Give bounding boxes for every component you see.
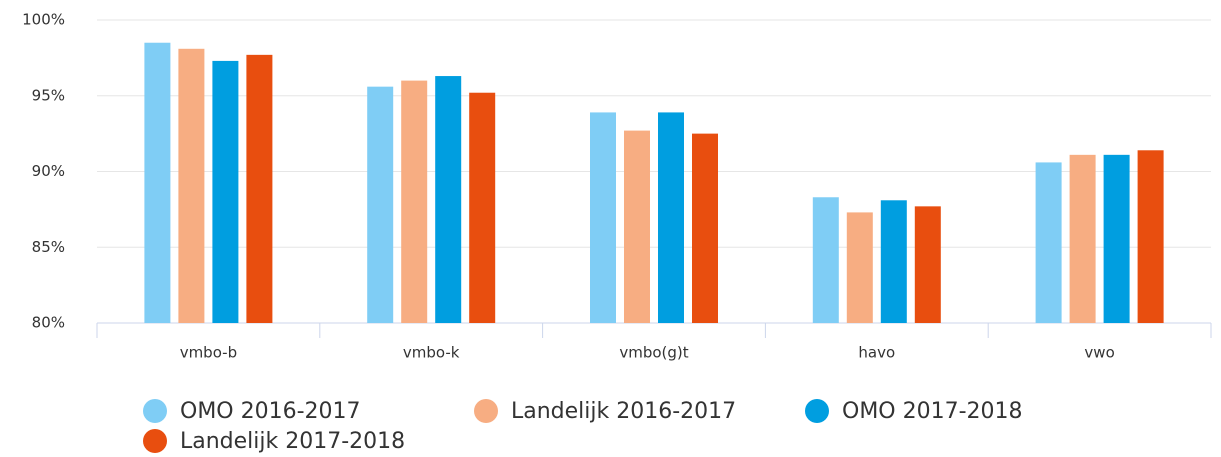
legend-label: OMO 2017-2018 <box>842 399 1023 424</box>
legend-label: Landelijk 2017-2018 <box>180 429 405 454</box>
bar <box>590 112 616 323</box>
legend-label: OMO 2016-2017 <box>180 399 361 424</box>
x-tick-label: vwo <box>1084 344 1114 362</box>
y-tick-label: 80% <box>32 314 65 332</box>
bar <box>469 92 496 323</box>
x-tick-label: vmbo(g)t <box>619 344 688 362</box>
bar <box>846 212 873 323</box>
bar <box>1103 154 1130 323</box>
y-tick-label: 85% <box>32 238 65 256</box>
y-tick-label: 90% <box>32 162 65 180</box>
legend-marker <box>474 399 498 423</box>
bar <box>692 133 718 323</box>
bar <box>624 130 650 323</box>
bar <box>658 112 684 323</box>
x-tick-label: vmbo-b <box>180 344 237 362</box>
bar <box>812 197 839 323</box>
bar <box>1035 162 1062 323</box>
bar <box>401 80 428 323</box>
bar <box>1137 150 1164 323</box>
bar <box>1069 154 1096 323</box>
y-tick-label: 95% <box>32 86 65 104</box>
legend-label: Landelijk 2016-2017 <box>511 399 736 424</box>
legend-marker <box>805 399 829 423</box>
bar <box>435 76 462 324</box>
bar <box>178 48 205 323</box>
x-tick-label: vmbo-k <box>403 344 460 362</box>
bar <box>367 86 394 323</box>
legend-marker <box>143 399 167 423</box>
bar <box>144 42 171 323</box>
x-tick-label: havo <box>858 344 895 362</box>
y-tick-label: 100% <box>22 11 65 29</box>
bar <box>246 54 273 323</box>
bar <box>212 60 239 323</box>
bar <box>880 200 907 323</box>
legend-marker <box>143 429 167 453</box>
bar <box>914 206 941 323</box>
